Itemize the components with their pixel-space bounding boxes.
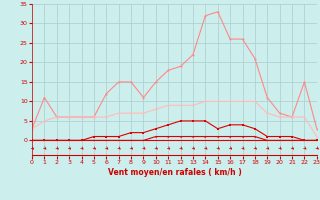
X-axis label: Vent moyen/en rafales ( km/h ): Vent moyen/en rafales ( km/h )	[108, 168, 241, 177]
